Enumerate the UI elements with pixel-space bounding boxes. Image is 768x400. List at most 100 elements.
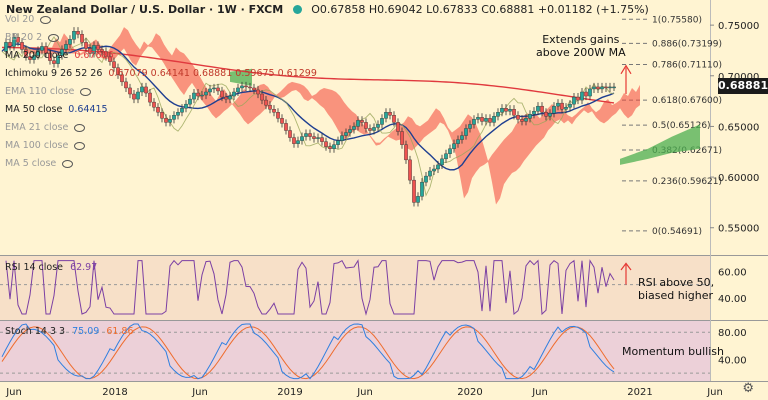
stoch-tick-label: 40.00 (718, 356, 747, 367)
candle-body (312, 136, 316, 139)
candle-body (396, 122, 400, 132)
x-tick-label: 2019 (277, 387, 302, 398)
indicator-value: 0.67686 (74, 50, 114, 61)
indicator-row[interactable]: MA 50 close 0.64415 (5, 104, 108, 115)
x-tick-label: Jun (356, 387, 373, 398)
candle-body (464, 128, 468, 136)
candle-body (400, 131, 404, 145)
candle-body (88, 48, 92, 54)
candle-body (428, 170, 432, 177)
indicator-row[interactable]: EMA 110 close (5, 86, 92, 97)
candle-body (28, 56, 32, 60)
candle-body (352, 126, 356, 130)
indicator-row[interactable]: BB 20 2 (5, 32, 60, 43)
stoch-d-value: 61.86 (106, 326, 134, 337)
y-tick-label: 0.55000 (718, 224, 759, 235)
indicator-value: 0.64415 (68, 104, 108, 115)
y-tick-label: 0.65000 (718, 122, 759, 133)
indicator-row[interactable]: MA 100 close (5, 140, 86, 151)
candle-body (604, 86, 608, 89)
candle-body (180, 107, 184, 113)
visibility-toggle-icon[interactable] (48, 33, 60, 42)
stoch-k-line (1, 323, 615, 380)
candle-body (96, 45, 100, 50)
candle-body (448, 148, 452, 154)
indicator-label: Vol 20 (5, 14, 35, 25)
visibility-toggle-icon[interactable] (74, 123, 86, 132)
candle-body (292, 137, 296, 144)
candle-body (460, 135, 464, 140)
candle-body (56, 55, 60, 64)
annotation-price: Extends gains above 200W MA (536, 33, 626, 59)
candle-body (600, 86, 604, 90)
candle-body (228, 95, 232, 100)
candle-body (372, 127, 376, 131)
candle-body (404, 144, 408, 161)
indicator-row[interactable]: Vol 20 (5, 14, 52, 25)
visibility-toggle-icon[interactable] (62, 159, 74, 168)
candle-body (520, 119, 524, 122)
fib-level-label: 0.886(0.73199) (652, 39, 722, 49)
settings-gear-icon[interactable]: ⚙ (742, 381, 754, 396)
indicator-row[interactable]: Ichimoku 9 26 52 26 0.67079 0.64141 0.688… (5, 68, 317, 79)
candle-body (476, 117, 480, 120)
candle-body (200, 94, 204, 97)
visibility-toggle-icon[interactable] (80, 87, 92, 96)
visibility-toggle-icon[interactable] (74, 141, 86, 150)
indicator-row[interactable]: MA 200 close 0.67686 (5, 50, 114, 61)
rsi-tick-label: 60.00 (718, 267, 747, 278)
candle-body (580, 91, 584, 101)
indicator-label: Ichimoku 9 26 52 26 (5, 68, 103, 79)
candle-body (52, 60, 56, 64)
chart-header: New Zealand Dollar / U.S. Dollar · 1W · … (6, 3, 649, 16)
indicator-row[interactable]: EMA 21 close (5, 122, 86, 133)
candle-body (100, 49, 104, 52)
indicator-row[interactable]: MA 5 close (5, 158, 74, 169)
trend-arrow-icon (620, 64, 632, 95)
candle-body (348, 129, 352, 133)
candle-body (492, 116, 496, 123)
rsi-tick-label: 40.00 (718, 294, 747, 305)
candle-body (220, 90, 224, 98)
candle-body (36, 50, 40, 56)
candle-body (284, 123, 288, 131)
candle-body (308, 133, 312, 137)
candle-body (136, 91, 140, 100)
candle-body (508, 109, 512, 112)
candle-body (176, 112, 180, 116)
annotation-rsi: RSI above 50, biased higher (638, 276, 715, 302)
candle-body (540, 105, 544, 113)
candle-body (148, 92, 152, 103)
candle-body (128, 87, 132, 95)
candle-body (240, 85, 244, 89)
candle-body (468, 124, 472, 129)
candle-body (120, 74, 124, 83)
candle-body (20, 42, 24, 50)
candle-body (208, 88, 212, 93)
x-tick-label: Jun (5, 387, 22, 398)
indicator-value: 0.67079 0.64141 0.68881 0.59675 0.61299 (108, 68, 317, 79)
candle-body (444, 153, 448, 160)
candle-body (108, 56, 112, 62)
candle-body (72, 31, 76, 40)
candle-body (612, 86, 616, 89)
candle-body (488, 118, 492, 123)
candle-body (536, 105, 540, 112)
candle-body (456, 139, 460, 144)
stoch-pane-bg (0, 321, 710, 381)
indicator-label: MA 100 close (5, 140, 69, 151)
candle-body (432, 168, 436, 172)
ichimoku-cloud-bullish (230, 68, 252, 86)
candle-body (568, 103, 572, 108)
candle-body (132, 93, 136, 100)
candle-body (4, 42, 8, 52)
ichimoku-lagging-line (1, 36, 615, 197)
indicator-label: BB 20 2 (5, 32, 43, 43)
visibility-toggle-icon[interactable] (40, 15, 52, 24)
x-tick-label: 2020 (457, 387, 482, 398)
candle-body (164, 118, 168, 123)
ichimoku-cloud-future (620, 124, 700, 165)
candle-body (480, 117, 484, 122)
candle-body (332, 144, 336, 149)
